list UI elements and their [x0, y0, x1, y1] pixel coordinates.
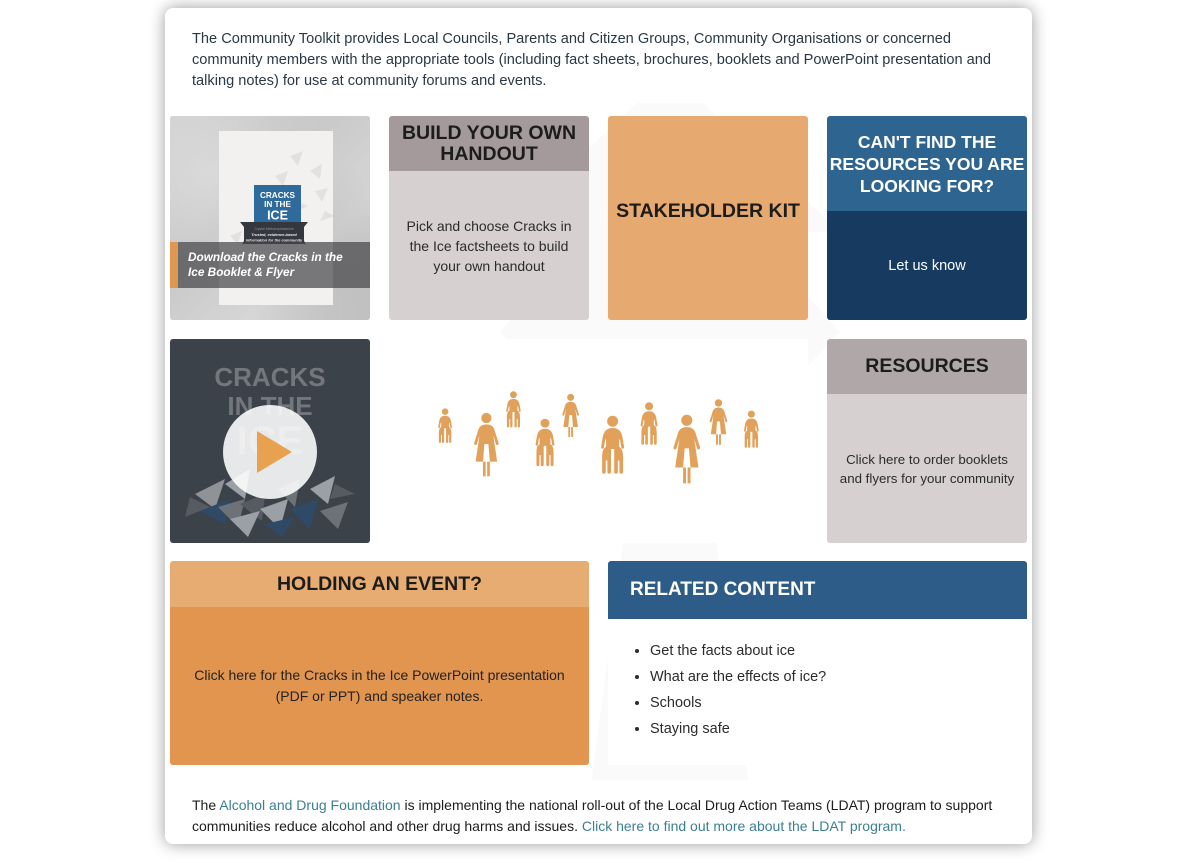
- svg-text:ICE: ICE: [267, 209, 288, 223]
- svg-text:Crystal Methamphetamine: Crystal Methamphetamine: [254, 227, 294, 231]
- svg-text:Trusted, evidence-based: Trusted, evidence-based: [251, 232, 297, 237]
- svg-text:CRACKS: CRACKS: [260, 191, 296, 200]
- svg-text:CRACKS: CRACKS: [214, 362, 325, 392]
